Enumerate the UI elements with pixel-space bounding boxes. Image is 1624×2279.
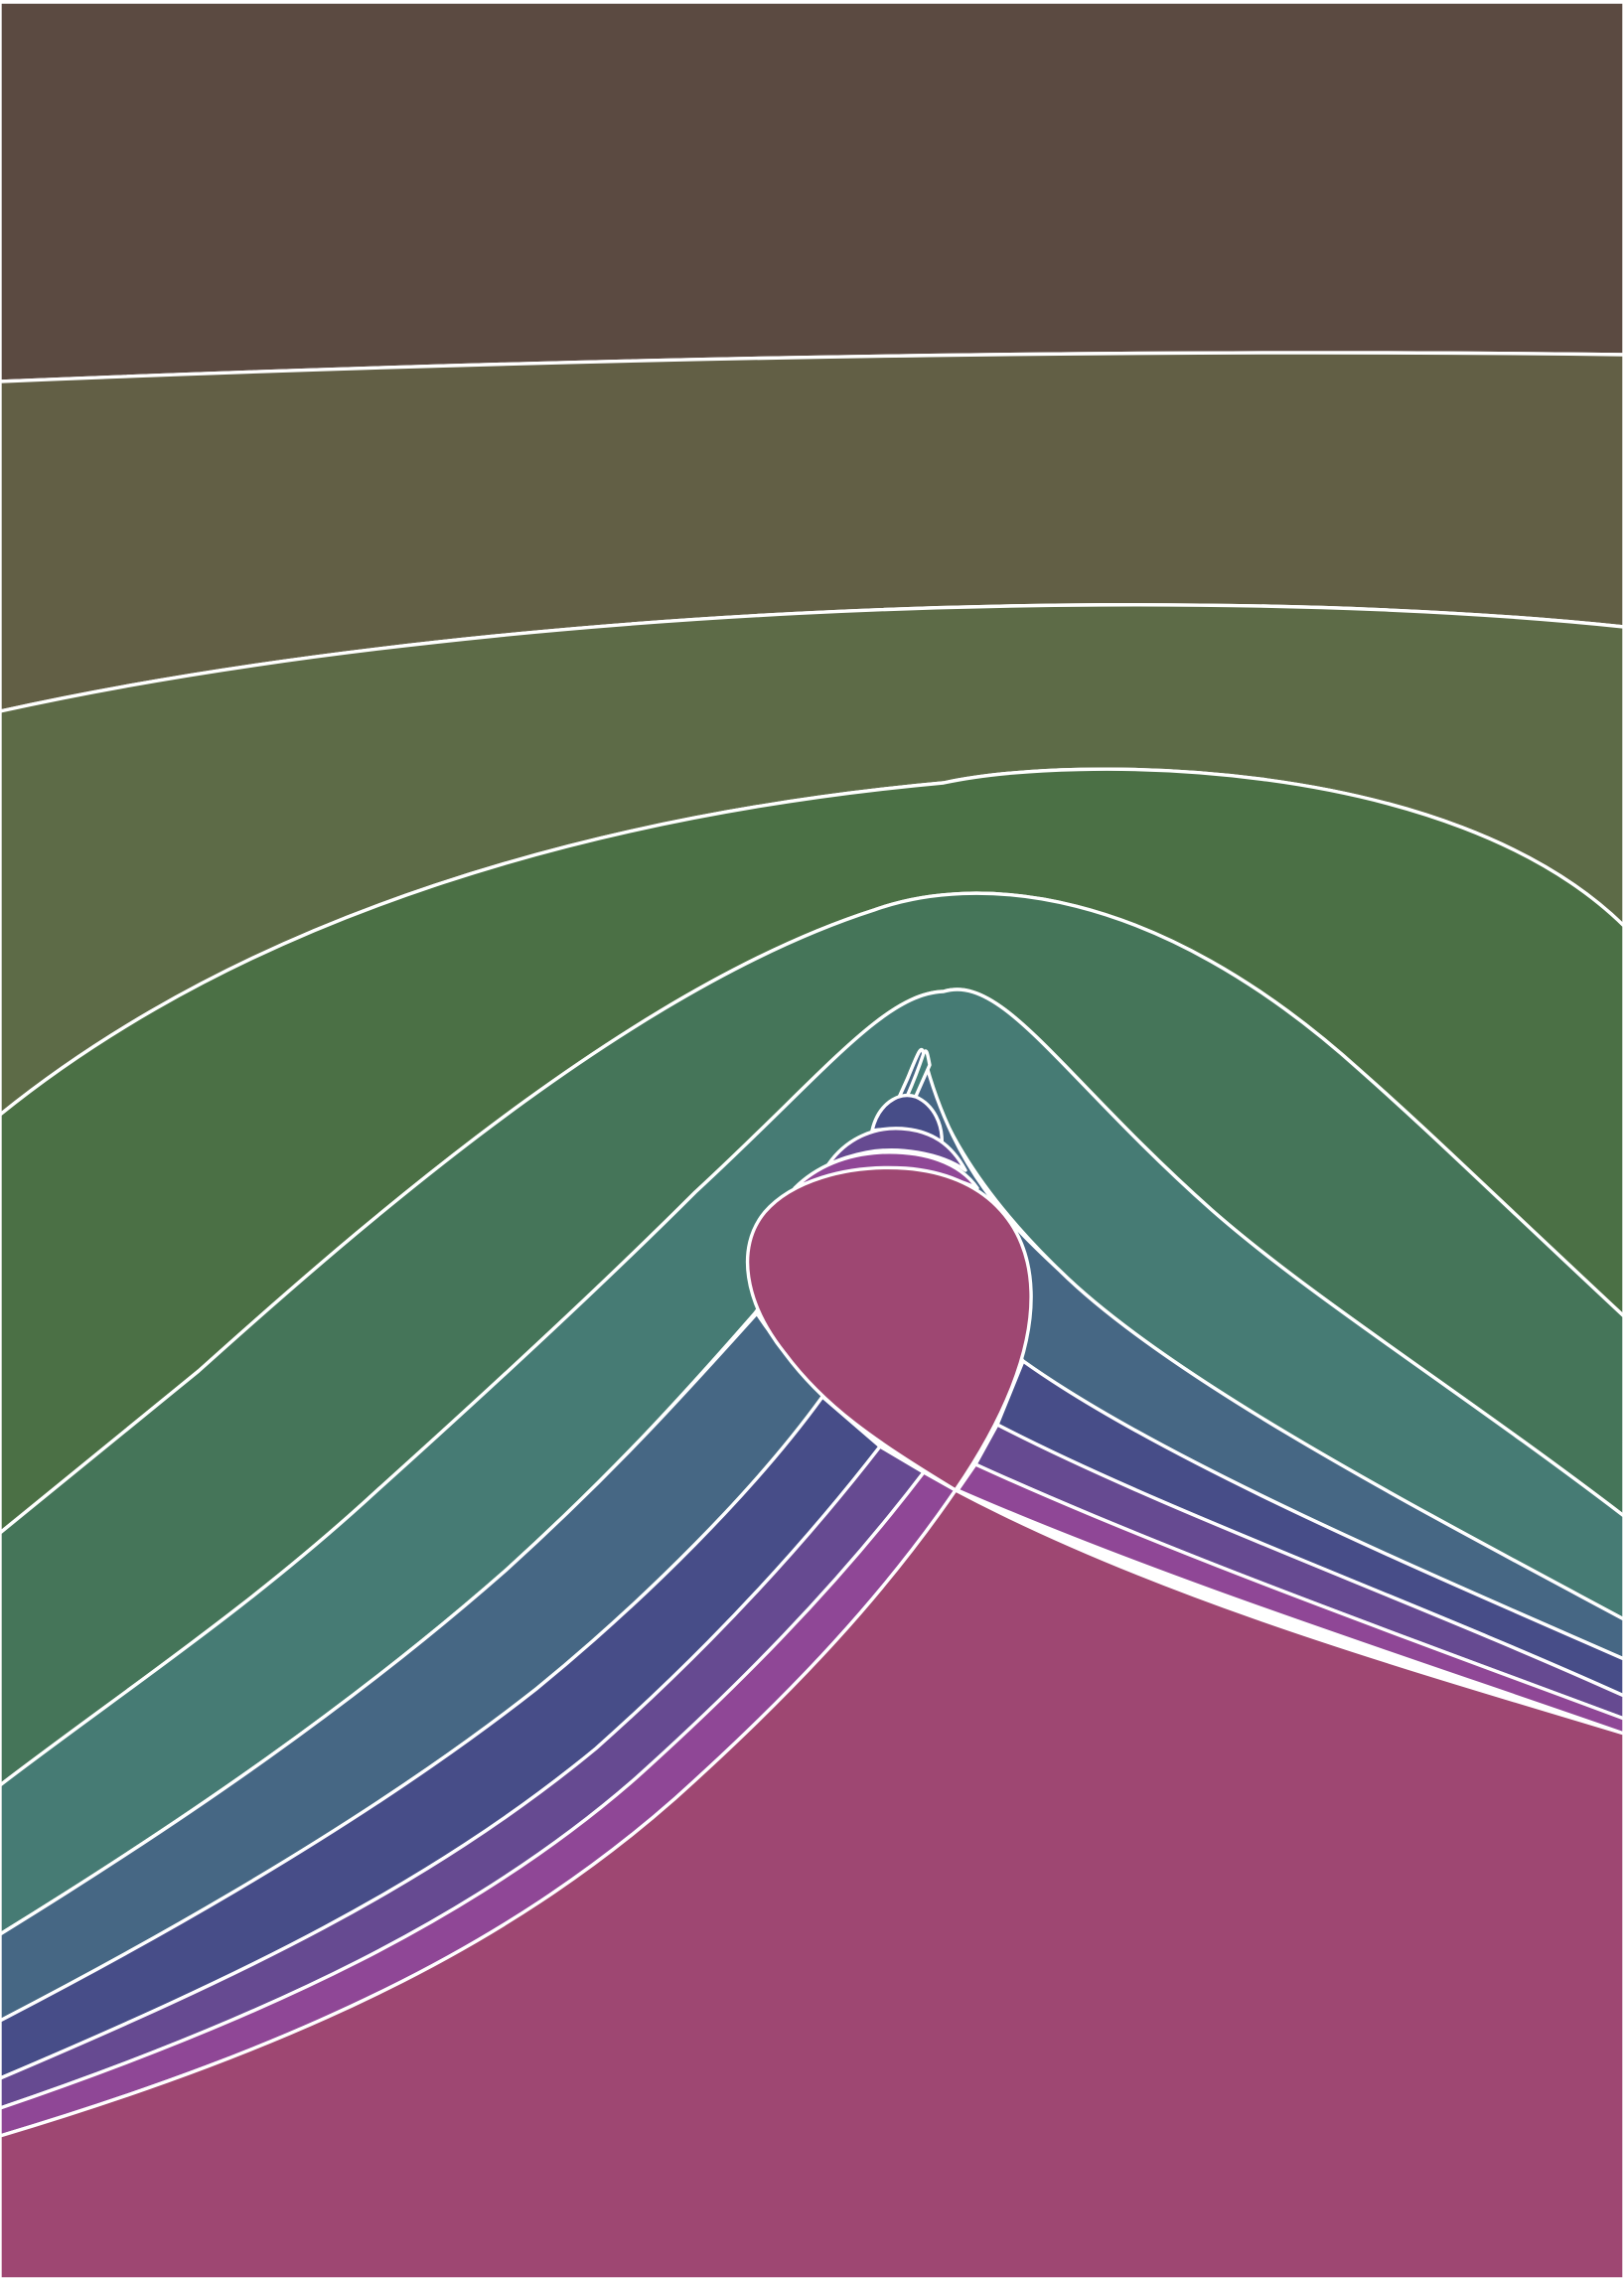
loop: [745, 1165, 1033, 1492]
band-11-rose: [0, 1488, 1624, 2279]
spike-tip: [905, 1049, 932, 1103]
band-10-violet-right: [956, 1462, 1624, 1736]
band-1-brown: [0, 0, 1624, 383]
